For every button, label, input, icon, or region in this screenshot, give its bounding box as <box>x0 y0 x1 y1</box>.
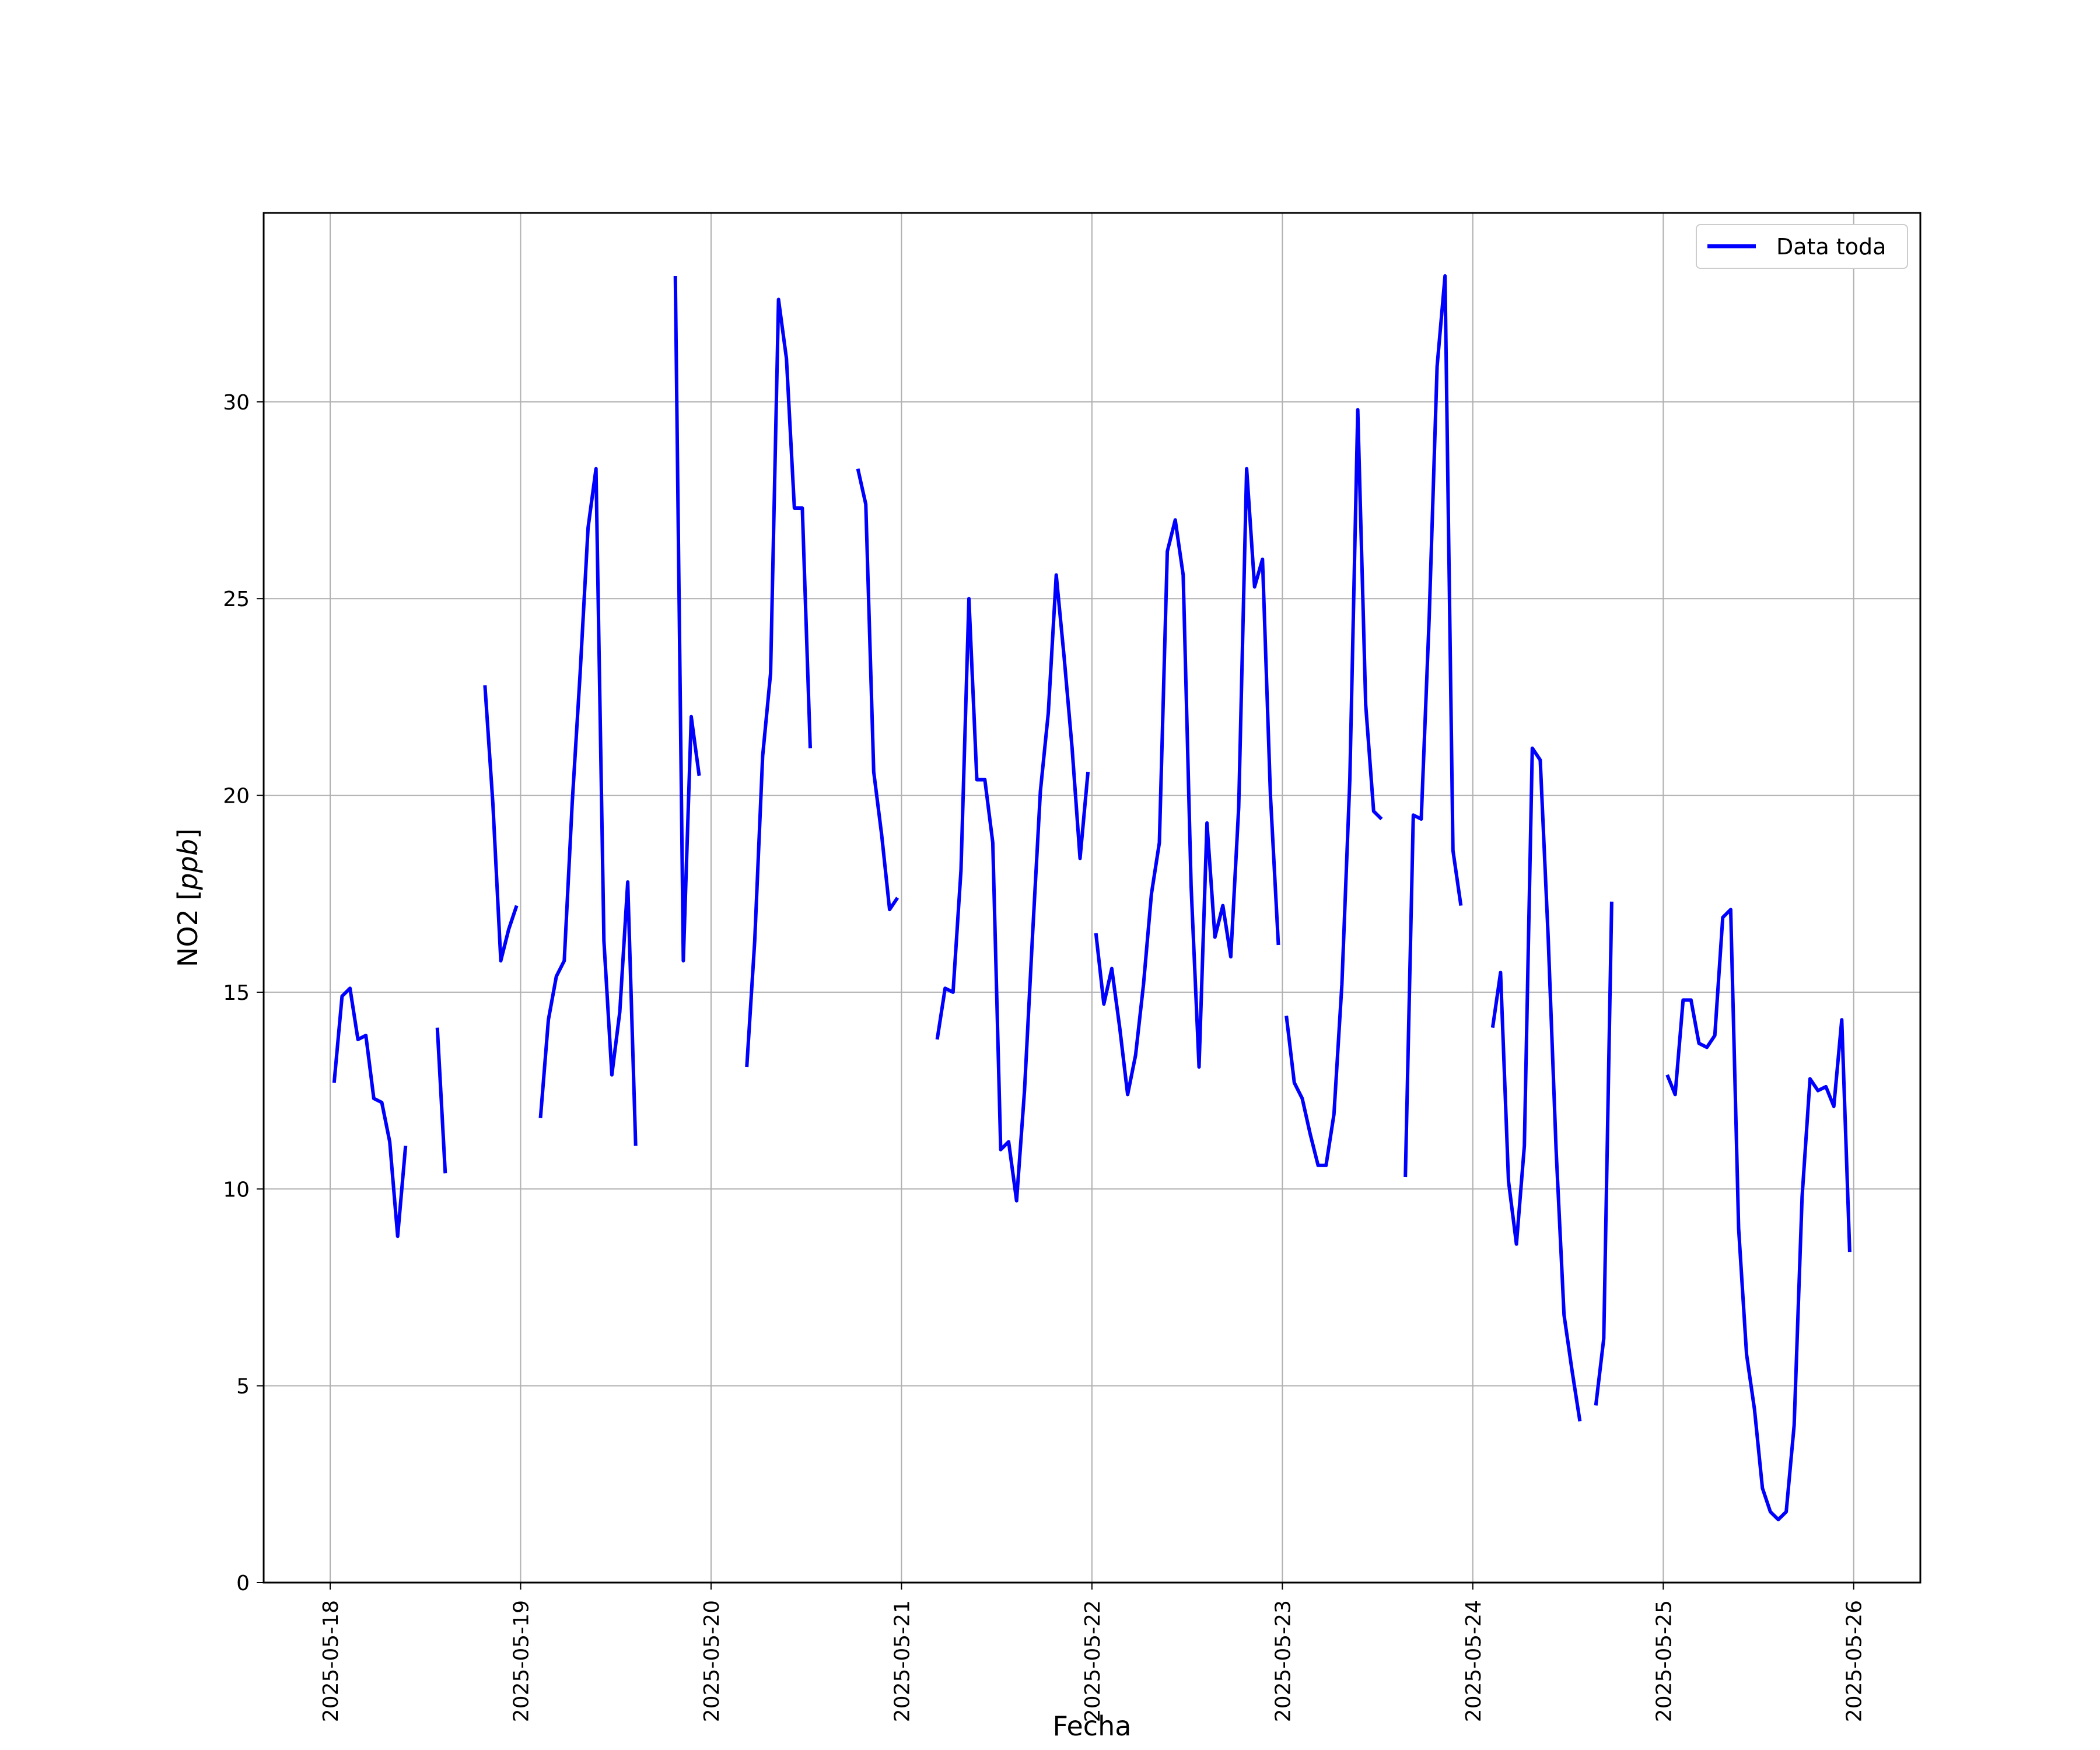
y-axis-title-close: ] <box>172 828 204 839</box>
series-line-segment <box>1490 746 1582 1422</box>
legend-label: Data toda <box>1776 234 1886 260</box>
y-tick-label: 0 <box>236 1572 250 1595</box>
x-tick-label: 2025-05-22 <box>1081 1600 1105 1722</box>
legend-box <box>1696 224 1908 269</box>
series-line-segment <box>1094 467 1280 1097</box>
series-line-segment <box>935 573 1090 1203</box>
legend: Data toda <box>1696 224 1908 269</box>
series-line-segment <box>483 685 519 963</box>
y-tick-label: 20 <box>223 785 250 808</box>
x-gridlines <box>330 213 1854 1583</box>
x-tick-label: 2025-05-18 <box>319 1600 343 1722</box>
x-axis-ticks: 2025-05-18 2025-05-19 2025-05-20 2025-05-21… <box>319 1583 1867 1722</box>
series-line-segment <box>1404 274 1463 1178</box>
x-tick-label: 2025-05-25 <box>1652 1600 1676 1722</box>
series-line-segment <box>538 467 638 1146</box>
x-tick-label: 2025-05-26 <box>1843 1600 1867 1722</box>
y-tick-label: 25 <box>223 587 250 611</box>
series-line-segment <box>856 468 900 912</box>
x-tick-label: 2025-05-19 <box>509 1600 533 1722</box>
y-tick-label: 5 <box>236 1375 250 1399</box>
series-line-segment <box>1594 901 1614 1406</box>
y-tick-label: 30 <box>223 391 250 415</box>
series-line-segment <box>435 1027 447 1174</box>
x-tick-label: 2025-05-23 <box>1271 1600 1295 1722</box>
y-tick-label: 15 <box>223 981 250 1005</box>
y-axis-title-main: NO2 [ <box>172 890 204 967</box>
series-line-segment <box>745 298 812 1068</box>
series-line-segment <box>673 275 701 963</box>
y-tick-label: 10 <box>223 1178 250 1202</box>
x-axis-title: Fecha <box>1053 1710 1132 1742</box>
x-tick-label: 2025-05-24 <box>1462 1600 1486 1722</box>
series-line-segment <box>1665 908 1852 1521</box>
y-axis-title: NO2 [ppb] <box>172 828 204 967</box>
series-line-segment <box>332 986 408 1238</box>
data-series <box>332 274 1852 1521</box>
x-tick-label: 2025-05-20 <box>700 1600 724 1722</box>
x-tick-label: 2025-05-21 <box>890 1600 914 1722</box>
y-axis-ticks: 0 5 10 15 20 25 30 <box>223 391 264 1595</box>
y-axis-title-unit: ppb <box>172 839 204 891</box>
series-line-segment <box>1284 408 1383 1167</box>
